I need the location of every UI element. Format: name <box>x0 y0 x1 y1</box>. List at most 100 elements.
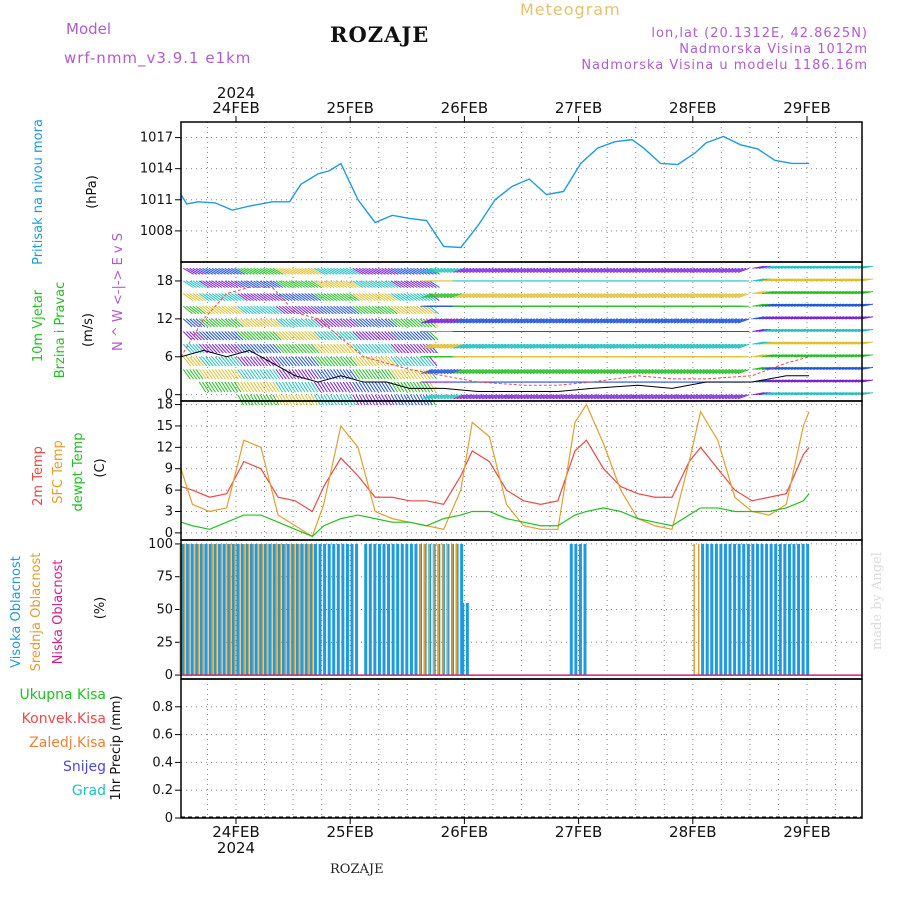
wind-barb <box>670 343 683 349</box>
wind-barb <box>482 267 494 273</box>
wind-barb <box>661 368 673 374</box>
wind-barb <box>397 293 408 302</box>
wind-barb <box>838 328 851 332</box>
wind-barb <box>227 293 239 302</box>
wind-barb <box>221 369 230 380</box>
wind-barb <box>545 318 558 324</box>
wind-barb <box>734 318 747 324</box>
wind-barb <box>848 354 861 358</box>
wind-barb <box>307 356 316 367</box>
wind-barb <box>202 318 212 328</box>
wind-barb <box>317 343 326 354</box>
wind-barb <box>291 369 300 380</box>
wind-barb <box>218 280 229 288</box>
wind-barb <box>761 316 774 320</box>
wind-barb <box>632 267 644 273</box>
wind-barb <box>781 392 794 396</box>
cloud-bar-high <box>323 543 327 676</box>
wind-barb <box>202 395 208 405</box>
wind-barb <box>755 328 768 332</box>
wind-barb <box>443 343 456 349</box>
wind-barb <box>374 394 382 406</box>
wind-barb <box>813 303 826 307</box>
wind-barb <box>822 379 835 383</box>
wind-barb <box>832 303 845 307</box>
wind-barb <box>797 265 810 269</box>
wind-barb <box>183 267 194 275</box>
wind-barb <box>374 280 386 288</box>
wind-barb <box>648 293 660 299</box>
wind-barb <box>545 394 558 400</box>
wind-barb <box>758 291 771 295</box>
wind-barb <box>829 354 842 358</box>
wind-barb <box>777 392 790 396</box>
wind-barb <box>358 343 368 354</box>
wind-barb <box>421 267 433 273</box>
wind-barb <box>752 265 765 269</box>
cloud-bar-high <box>240 543 244 676</box>
wind-barb <box>854 291 867 295</box>
wind-barb <box>381 293 392 302</box>
wind-barb <box>597 318 609 324</box>
wind-barb <box>326 343 336 354</box>
wind-barb <box>613 343 625 349</box>
precip-legend-item: Snijeg <box>63 759 106 775</box>
cloud-bar-mid <box>220 543 223 676</box>
wind-barb <box>400 356 409 367</box>
wind-barb <box>250 293 261 302</box>
wind-barb <box>857 328 870 332</box>
wind-barb <box>689 293 702 299</box>
wind-barb <box>453 267 465 273</box>
wind-barb <box>394 267 405 275</box>
wind-barb <box>329 381 338 393</box>
wind-barb <box>374 305 385 315</box>
wind-barb <box>313 394 321 406</box>
wind-barb <box>211 331 221 341</box>
wind-barb <box>774 392 787 396</box>
wind-barb <box>845 303 858 307</box>
wind-barb <box>861 316 874 320</box>
wind-barb <box>462 293 475 299</box>
wind-barb <box>294 343 304 354</box>
wind-barb <box>208 280 220 288</box>
wind-barb <box>314 267 326 275</box>
cloud-bar-high <box>355 543 359 676</box>
wind-barb <box>787 265 800 269</box>
wind-barb <box>288 343 298 354</box>
wind-barb <box>806 392 819 396</box>
wind-barb <box>809 379 822 383</box>
wind-barb <box>330 280 341 288</box>
wind-barb <box>755 341 768 345</box>
wind-barb <box>304 394 312 406</box>
wind-barb <box>680 343 692 349</box>
wind-barb <box>520 293 532 299</box>
wind-barb <box>777 303 790 307</box>
wind-barb <box>266 267 278 275</box>
wind-barb <box>214 356 224 367</box>
wind-barb <box>552 293 564 299</box>
wind-barb <box>342 293 354 302</box>
y-tick-label: 6 <box>165 483 173 498</box>
wind-barb <box>549 293 561 299</box>
wind-barb <box>301 343 310 354</box>
wind-barb <box>819 265 832 269</box>
wind-barb <box>278 293 290 302</box>
wind-barb <box>198 356 208 367</box>
wind-barb <box>848 328 861 332</box>
cloud-bar-mid <box>243 543 245 676</box>
cloud-bar-high <box>701 543 705 676</box>
wind-barb <box>186 267 198 275</box>
wind-barb <box>845 366 858 370</box>
wind-barb <box>365 381 373 393</box>
cloud-bar-high <box>304 543 308 676</box>
wind-barb <box>346 305 357 315</box>
wind-barb <box>545 293 558 299</box>
wind-barb <box>771 328 784 332</box>
wind-barb <box>434 318 446 324</box>
wind-barb <box>494 368 507 374</box>
wind-barb <box>781 341 794 345</box>
wind-barb <box>584 267 596 273</box>
cloud-bar-mid <box>188 543 191 676</box>
wind-barb <box>752 354 765 358</box>
wind-barb <box>301 318 311 328</box>
